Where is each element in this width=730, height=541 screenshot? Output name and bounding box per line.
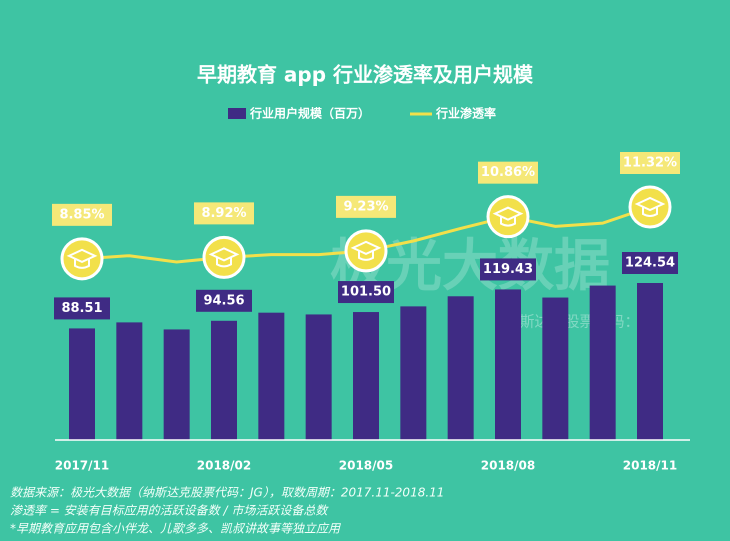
value-label: 10.86%: [481, 165, 535, 180]
value-label: 119.43: [483, 262, 533, 277]
value-label-box: [336, 195, 396, 218]
value-label-box: [196, 289, 252, 312]
legend-label: 行业渗透率: [435, 106, 496, 121]
marker-icon: [208, 247, 240, 268]
value-label: 11.32%: [623, 156, 677, 171]
marker-icon: [634, 196, 666, 217]
marker: [486, 195, 530, 239]
value-label-box: [54, 297, 110, 320]
x-tick-label: 2018/08: [481, 459, 535, 473]
value-label: 9.23%: [343, 199, 388, 214]
marker: [202, 235, 246, 279]
value-label: 124.54: [625, 256, 675, 271]
note: *早期教育应用包含小伴龙、儿歌多多、凯叔讲故事等独立应用: [10, 522, 341, 536]
bar: [69, 328, 95, 440]
note: 数据来源：极光大数据（纳斯达克股票代码：JG），取数周期：2017.11-201…: [10, 486, 444, 500]
bar: [589, 285, 616, 440]
value-label: 88.51: [61, 301, 102, 316]
bar: [637, 283, 663, 440]
marker: [344, 229, 388, 273]
bar: [400, 306, 427, 440]
bar: [163, 329, 190, 440]
x-tick-label: 2018/05: [339, 459, 393, 473]
legend-label: 行业用户规模（百万）: [249, 106, 370, 121]
value-label-box: [620, 152, 680, 174]
value-label: 94.56: [203, 293, 244, 308]
value-label-box: [480, 258, 536, 281]
marker-icon: [66, 248, 98, 269]
bar: [305, 314, 332, 440]
bar: [542, 297, 569, 440]
x-tick-label: 2018/02: [197, 459, 251, 473]
bar: [211, 320, 237, 440]
bar: [447, 296, 474, 440]
value-label-box: [194, 202, 254, 225]
x-tick-label: 2017/11: [55, 459, 109, 473]
marker: [60, 237, 104, 281]
note: 渗透率 = 安装有目标应用的活跃设备数 / 市场活跃设备总数: [10, 504, 329, 518]
bar: [258, 312, 285, 440]
value-label-box: [622, 252, 678, 274]
legend-swatch: [228, 108, 246, 119]
value-label-box: [52, 203, 112, 226]
value-label: 8.85%: [59, 207, 104, 222]
marker: [628, 185, 672, 229]
value-label-box: [478, 161, 538, 184]
chart-title: 早期教育 app 行业渗透率及用户规模: [197, 63, 534, 87]
value-label: 101.50: [341, 285, 391, 300]
watermark-sub: 纳斯达克股票代码：JG: [504, 313, 655, 331]
bar: [116, 322, 143, 440]
marker-icon: [350, 240, 382, 261]
value-label-box: [338, 281, 394, 304]
bar: [353, 312, 379, 440]
x-tick-label: 2018/11: [623, 459, 677, 473]
bar: [495, 289, 521, 440]
marker-icon: [492, 206, 524, 227]
value-label: 8.92%: [201, 206, 246, 221]
